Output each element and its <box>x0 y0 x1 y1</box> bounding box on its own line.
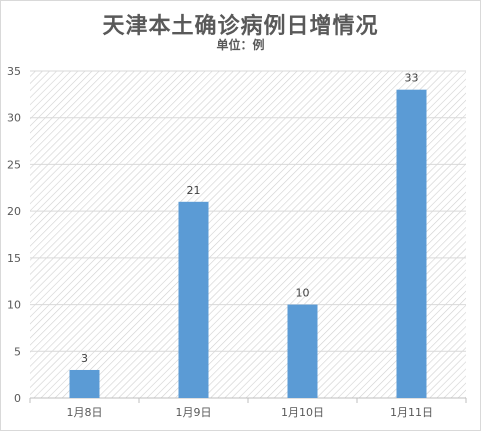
data-label: 21 <box>187 184 201 197</box>
plot-area <box>30 71 466 398</box>
data-label: 33 <box>405 72 419 85</box>
y-tick-label: 30 <box>7 112 21 125</box>
y-tick-label: 20 <box>7 205 21 218</box>
y-axis: 0 5 10 15 20 25 30 35 <box>7 65 21 405</box>
x-tick-label: 1月11日 <box>390 406 433 419</box>
y-tick-label: 25 <box>7 158 21 171</box>
x-tick-label: 1月8日 <box>67 406 103 419</box>
x-tick-label: 1月9日 <box>176 406 212 419</box>
bar <box>178 201 209 398</box>
bars <box>69 89 427 398</box>
data-labels: 3 21 10 33 <box>81 72 419 365</box>
bar <box>69 369 100 398</box>
data-label: 3 <box>81 352 88 365</box>
x-tick-label: 1月10日 <box>281 406 324 419</box>
y-tick-label: 0 <box>14 392 21 405</box>
x-axis: 1月8日 1月9日 1月10日 1月11日 <box>29 398 467 419</box>
data-label: 10 <box>296 287 310 300</box>
bar <box>287 304 318 398</box>
y-tick-label: 35 <box>7 65 21 78</box>
y-tick-label: 10 <box>7 299 21 312</box>
chart-subtitle: 单位：例 <box>216 38 265 52</box>
y-tick-label: 5 <box>14 345 21 358</box>
chart-title: 天津本土确诊病例日增情况 <box>102 14 379 39</box>
bar <box>396 89 427 398</box>
y-tick-label: 15 <box>7 252 21 265</box>
